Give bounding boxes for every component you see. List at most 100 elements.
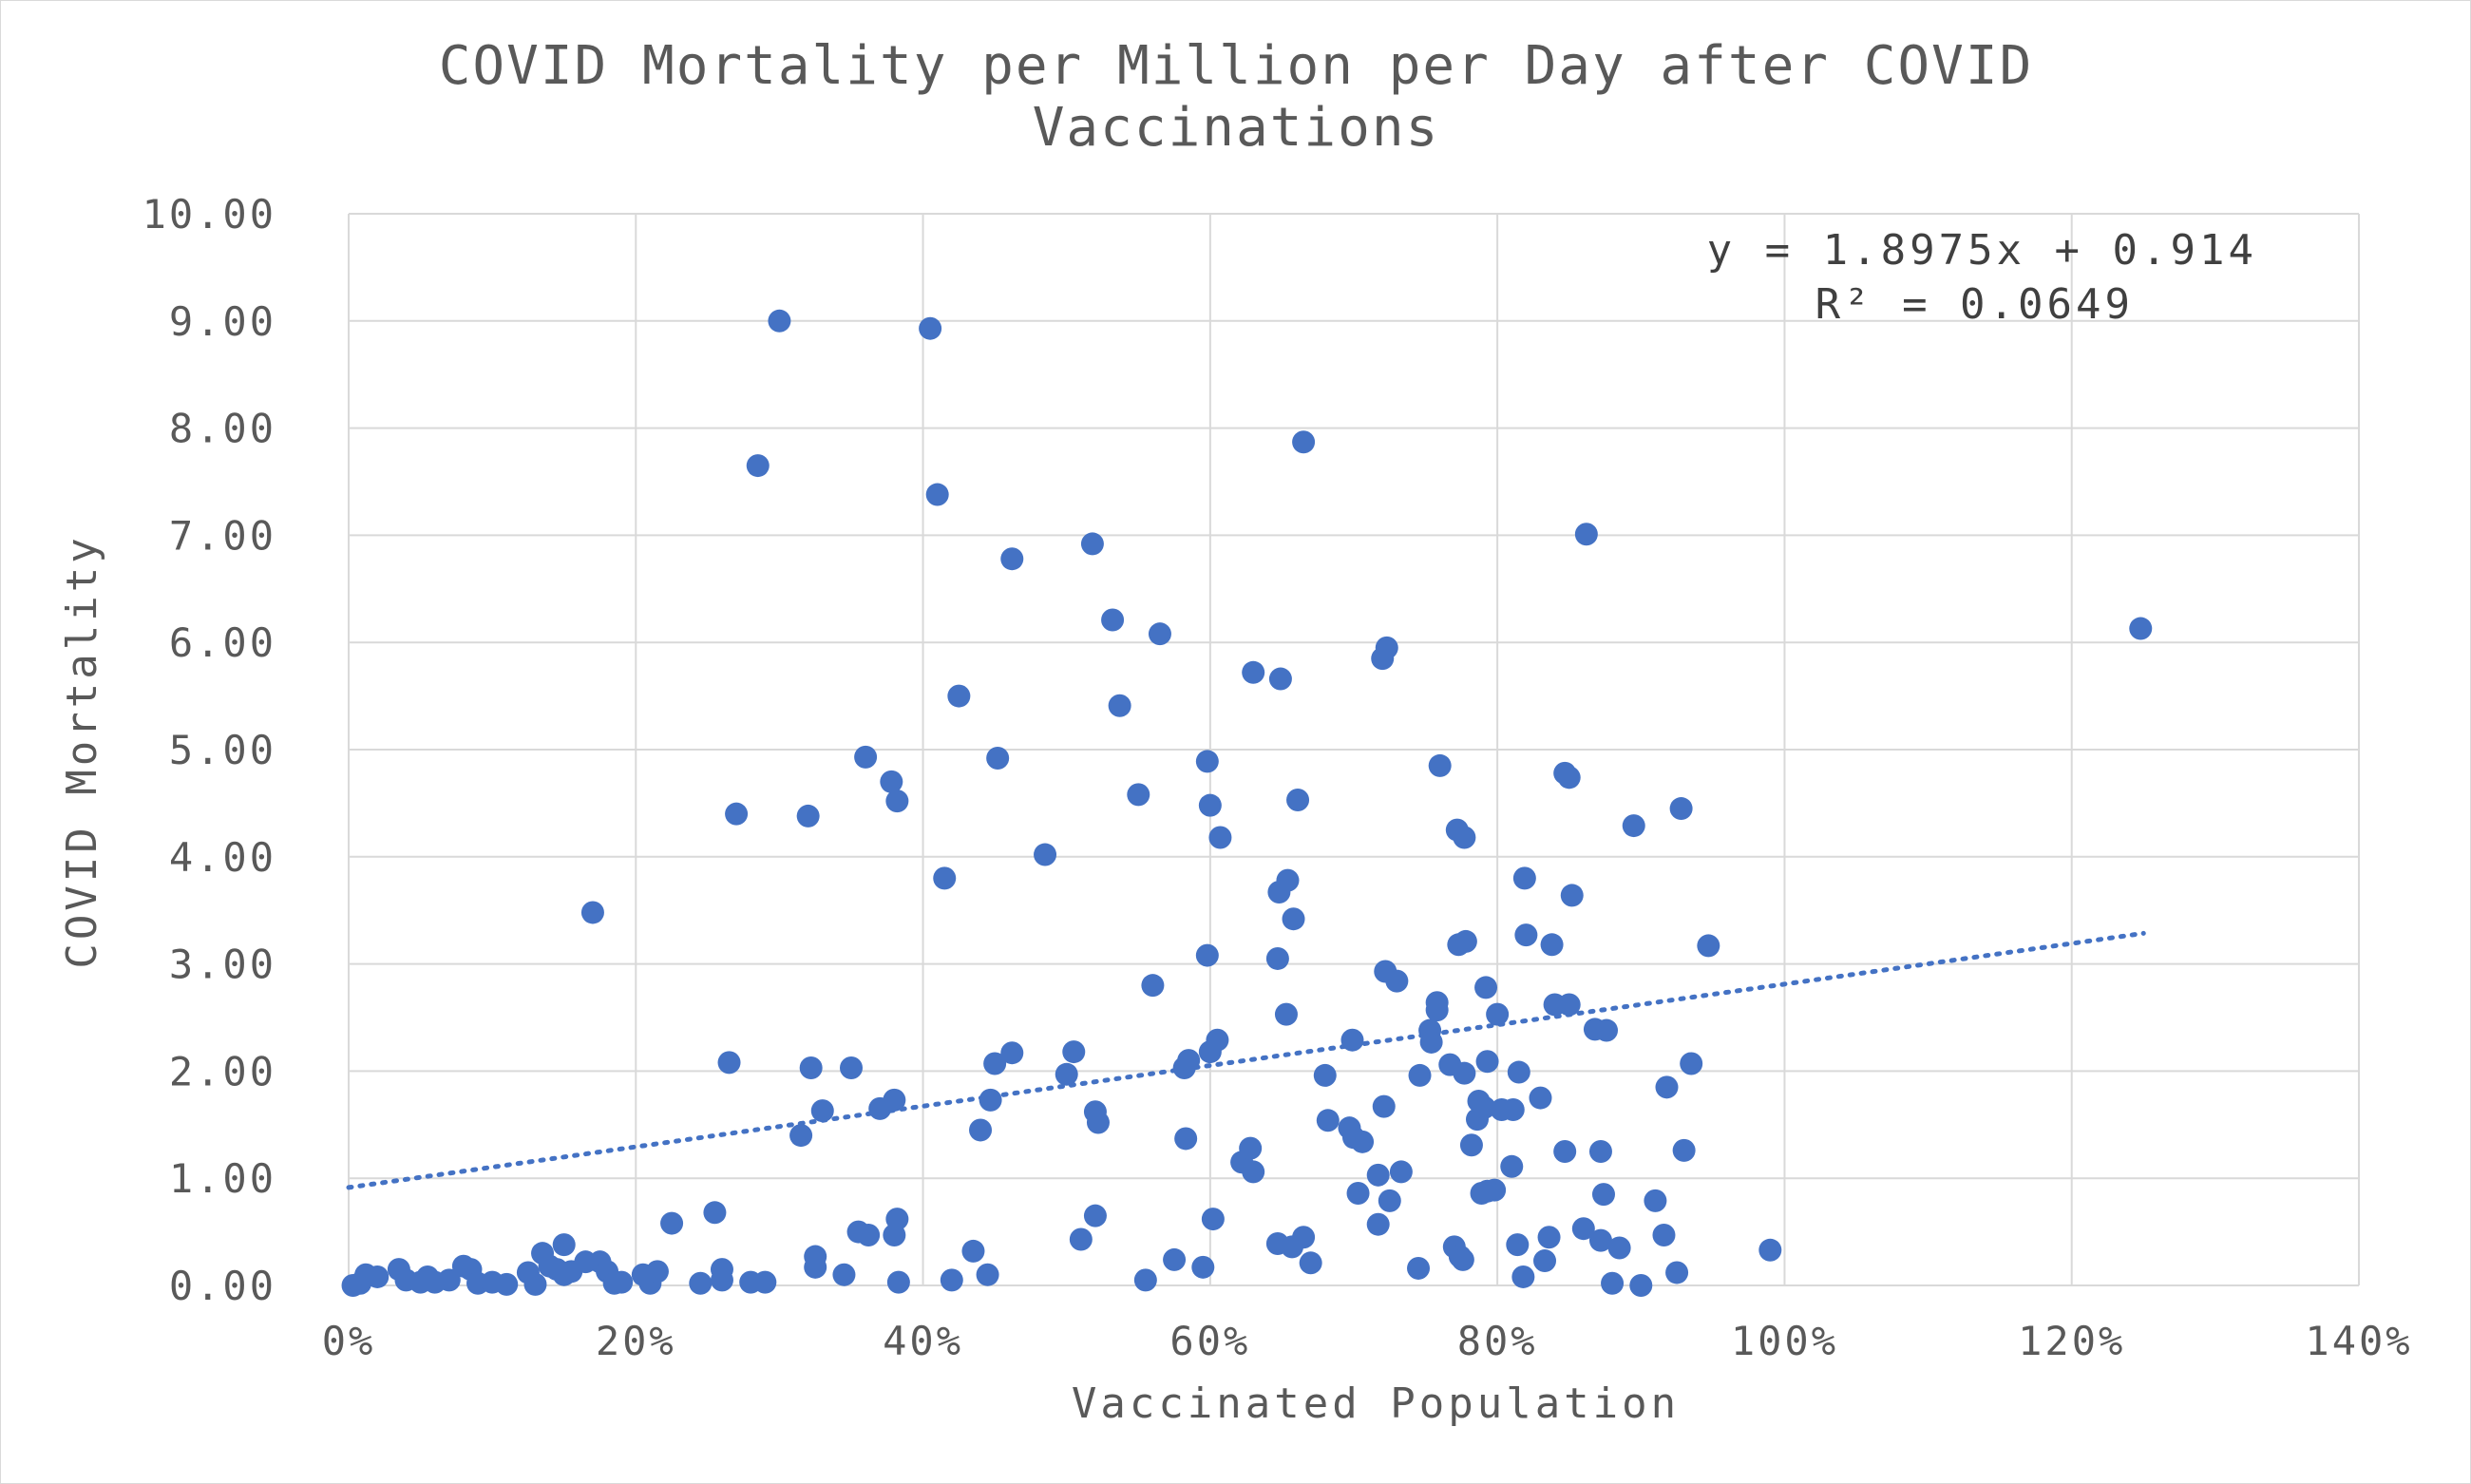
data-point — [1588, 1228, 1612, 1252]
data-point — [854, 745, 878, 769]
data-point — [1000, 1041, 1024, 1065]
data-point — [1506, 1233, 1530, 1257]
data-point — [1282, 907, 1305, 931]
trendline-equation: y = 1.8975x + 0.914 — [1707, 226, 2257, 275]
data-point — [1454, 929, 1477, 953]
data-point — [1574, 523, 1598, 546]
data-point — [1453, 1061, 1476, 1085]
data-point — [1206, 1028, 1229, 1052]
x-tick-label: 120% — [2018, 1318, 2125, 1364]
data-point — [1177, 1049, 1201, 1073]
y-tick-label: 10.00 — [143, 191, 276, 238]
data-point — [804, 1255, 827, 1279]
data-point — [1425, 999, 1449, 1022]
data-point — [1055, 1062, 1078, 1086]
data-point — [1588, 1140, 1612, 1163]
data-point — [1299, 1251, 1322, 1275]
data-point — [983, 1052, 1007, 1075]
data-point — [1375, 636, 1398, 659]
data-point — [1372, 1094, 1396, 1118]
data-point — [1500, 1154, 1524, 1178]
data-point — [1086, 1111, 1110, 1134]
y-tick-label: 0.00 — [169, 1263, 276, 1309]
data-point — [976, 1263, 999, 1286]
data-point — [1473, 1095, 1496, 1119]
data-point — [961, 1239, 985, 1263]
y-tick-label: 8.00 — [169, 406, 276, 452]
data-point — [1622, 814, 1645, 838]
data-point — [710, 1268, 733, 1292]
data-point — [810, 1099, 834, 1123]
data-point — [1486, 1002, 1510, 1026]
data-point — [1514, 923, 1538, 947]
chart-title-line-2: Vaccinations — [1033, 97, 1440, 159]
data-point — [1680, 1052, 1703, 1075]
data-point — [1629, 1274, 1653, 1297]
data-point — [746, 454, 770, 478]
data-point — [886, 1270, 910, 1294]
data-point — [986, 747, 1010, 771]
data-point — [610, 1270, 634, 1294]
x-axis-ticks: 0% 20% 40% 60% 80% 100% 120% 140% — [322, 1318, 2412, 1364]
data-point — [1316, 1109, 1340, 1132]
data-point — [969, 1118, 993, 1142]
data-point — [580, 901, 604, 924]
data-point — [1601, 1271, 1625, 1295]
data-point — [1201, 1208, 1225, 1231]
data-point — [1507, 1060, 1530, 1084]
data-point — [1062, 1040, 1086, 1064]
data-point — [1292, 1226, 1316, 1249]
y-tick-label: 5.00 — [169, 727, 276, 773]
data-point — [1127, 783, 1150, 807]
chart-title-line-1: COVID Mortality per Million per Day afte… — [439, 35, 2034, 97]
trendline-r-squared: R² = 0.0649 — [1815, 280, 2134, 329]
data-point — [1540, 933, 1564, 957]
data-point — [703, 1201, 727, 1225]
data-point — [717, 1051, 741, 1075]
data-point — [1351, 1130, 1375, 1153]
data-point — [437, 1268, 461, 1292]
data-point — [1557, 993, 1581, 1017]
data-point — [799, 1056, 823, 1080]
y-axis-label: COVID Mortality — [58, 534, 106, 968]
x-tick-label: 60% — [1169, 1318, 1250, 1364]
data-point — [1191, 1255, 1215, 1279]
data-point — [832, 1263, 856, 1286]
data-point — [1265, 946, 1289, 970]
data-point — [1451, 1247, 1474, 1271]
data-point — [1083, 1204, 1107, 1227]
data-point — [1366, 1163, 1390, 1187]
data-point — [1665, 1261, 1689, 1284]
data-point — [1533, 1249, 1557, 1273]
data-point — [1453, 826, 1476, 849]
data-point — [1553, 1140, 1577, 1163]
data-point — [883, 1088, 906, 1112]
data-point — [1758, 1238, 1782, 1262]
data-point — [1672, 1138, 1696, 1162]
data-point — [1652, 1223, 1676, 1246]
data-point — [1133, 1268, 1157, 1292]
data-point — [1286, 789, 1310, 812]
data-point — [1669, 797, 1693, 821]
y-tick-label: 3.00 — [169, 942, 276, 988]
data-point — [1378, 1189, 1401, 1212]
data-point — [1242, 660, 1265, 684]
data-point — [1512, 866, 1536, 890]
data-point — [1385, 969, 1409, 993]
data-point — [789, 1124, 813, 1148]
x-axis-label: Vaccinated Population — [1072, 1379, 1680, 1428]
data-point — [885, 790, 909, 813]
data-point — [1560, 884, 1584, 907]
x-tick-label: 140% — [2305, 1318, 2412, 1364]
data-point — [1607, 1236, 1631, 1260]
data-point — [947, 684, 971, 708]
data-point — [1428, 753, 1452, 777]
data-point — [725, 802, 749, 826]
data-point — [880, 770, 903, 793]
data-point — [645, 1260, 669, 1284]
data-point — [1571, 1217, 1595, 1241]
data-point — [1274, 1002, 1298, 1026]
x-tick-label: 0% — [322, 1318, 376, 1364]
data-point — [1292, 430, 1316, 454]
